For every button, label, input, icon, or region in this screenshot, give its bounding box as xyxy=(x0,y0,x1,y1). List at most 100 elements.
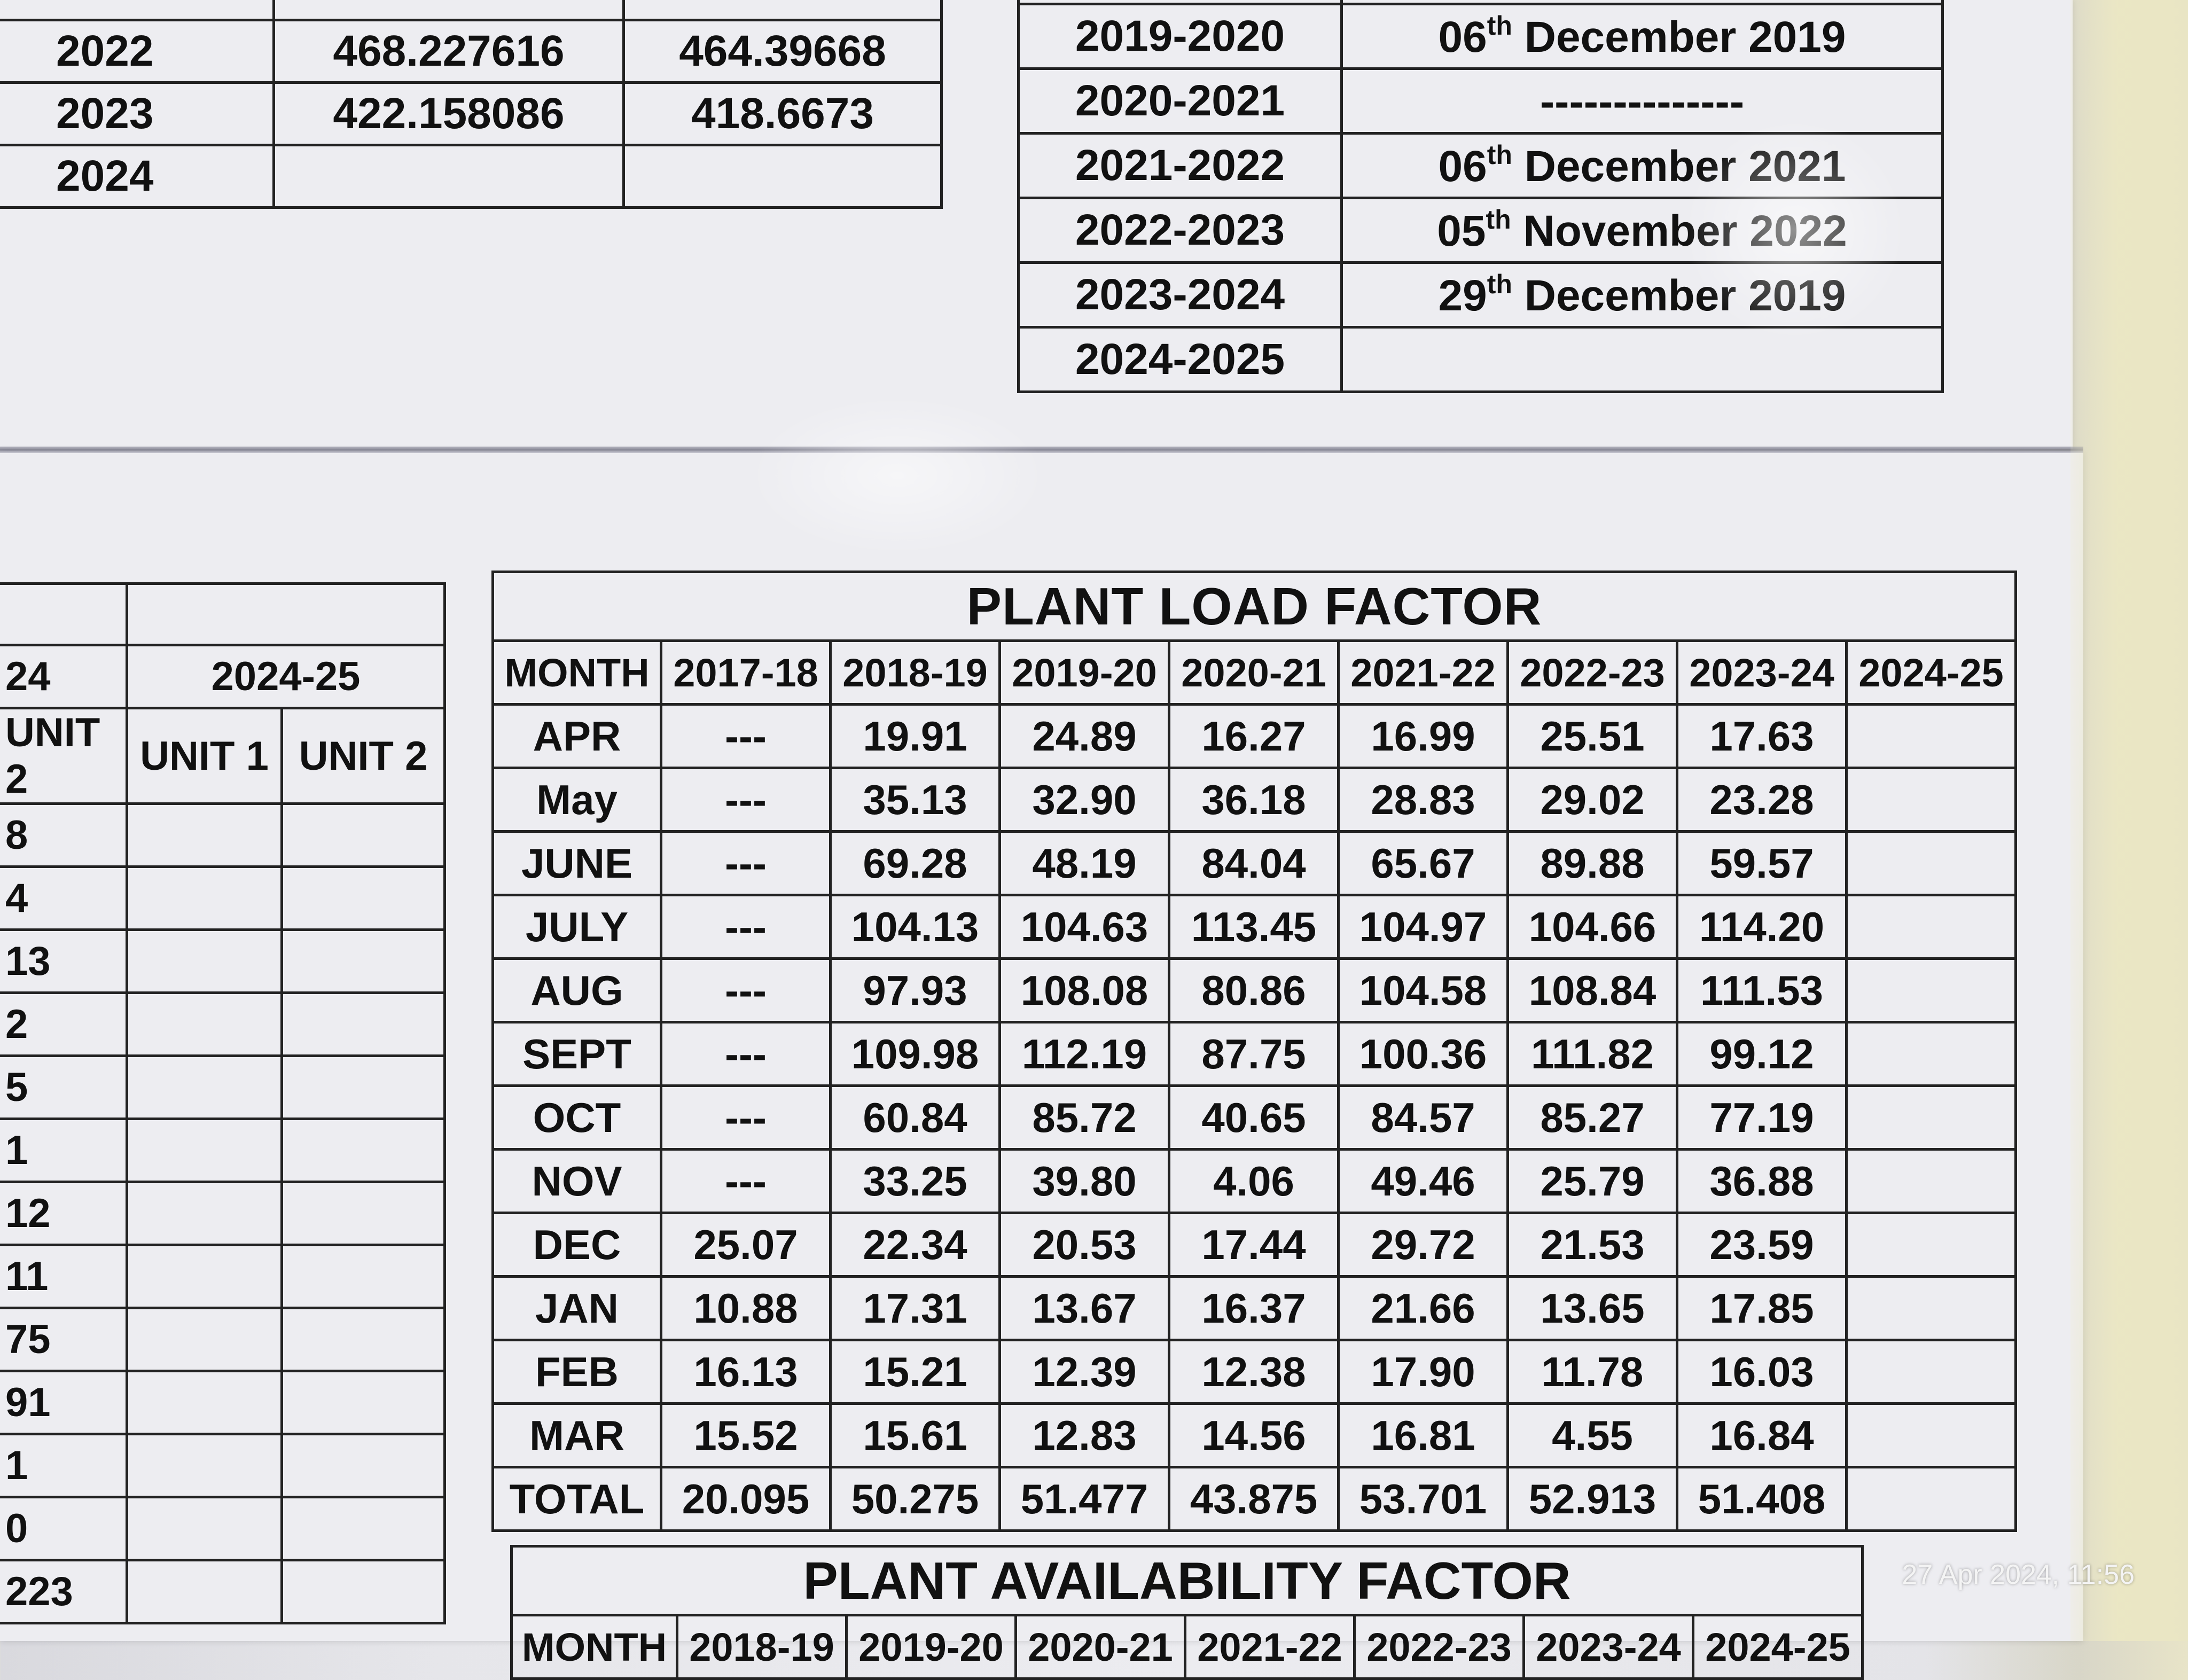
table-row: JULY --- 104.13 104.63 113.45 104.97 104.66 114… xyxy=(491,894,2017,960)
value-cell: 60.84 xyxy=(829,1084,1001,1151)
unit-header: UNIT 2 xyxy=(280,707,446,805)
column-header: 2022-23 xyxy=(1506,639,1678,706)
table-row: OCT --- 60.84 85.72 40.65 84.57 85.27 77.19 xyxy=(491,1084,2017,1151)
month-cell: JULY xyxy=(491,894,662,960)
value-cell: 13.67 xyxy=(998,1275,1170,1341)
value-cell xyxy=(1845,703,2017,769)
value-cell: 32.90 xyxy=(998,767,1170,833)
table-row: 13 xyxy=(0,928,446,994)
value-cell: 21.53 xyxy=(1506,1212,1678,1278)
column-header: 2017-18 xyxy=(660,639,832,706)
table-header-row: MONTH 2017-18 2018-19 2019-20 2020-21 2021-22… xyxy=(491,639,2017,706)
adhesive-tape xyxy=(2070,0,2188,1641)
date-day: 05 xyxy=(1437,207,1486,255)
table-row: 2022-2023 05th November 2022 xyxy=(1017,197,1944,264)
value-cell: 4.06 xyxy=(1168,1148,1340,1214)
year-header-right: 2024-25 xyxy=(126,644,446,709)
value-cell xyxy=(1845,1402,2017,1468)
value-cell xyxy=(1845,1021,2017,1087)
unit-value: 5 xyxy=(0,1054,128,1120)
value-cell: 109.98 xyxy=(829,1021,1001,1087)
value-cell xyxy=(1845,830,2017,896)
sheet-fold xyxy=(0,447,2083,453)
table-row: TOTAL 20.095 50.275 51.477 43.875 53.701 52.91… xyxy=(491,1466,2017,1532)
value-cell: 422.158086 xyxy=(272,81,625,146)
table-row: 2022 468.227616 464.39668 xyxy=(0,19,943,84)
table-header-row: MONTH 2018-19 2019-20 2020-21 2021-22 2022-23… xyxy=(510,1614,1864,1680)
value-cell: 15.21 xyxy=(829,1339,1001,1405)
date-day: 06 xyxy=(1438,142,1487,191)
value-cell xyxy=(622,144,943,209)
value-cell: 87.75 xyxy=(1168,1021,1340,1087)
value-cell: 21.66 xyxy=(1337,1275,1509,1341)
value-cell: 23.28 xyxy=(1676,767,1848,833)
value-cell: 25.07 xyxy=(660,1212,832,1278)
value-cell: 33.25 xyxy=(829,1148,1001,1214)
value-cell: 104.13 xyxy=(829,894,1001,960)
value-cell: 53.701 xyxy=(1337,1466,1509,1532)
period-cell: 2024-2025 xyxy=(1017,326,1343,393)
value-cell xyxy=(1845,767,2017,833)
table-row: JUNE --- 69.28 48.19 84.04 65.67 89.88 59.57 xyxy=(491,830,2017,896)
unit-value: 11 xyxy=(0,1244,128,1309)
value-cell xyxy=(1845,1466,2017,1532)
date-cell xyxy=(1340,326,1944,393)
table-row: SEPT --- 109.98 112.19 87.75 100.36 111.82 99.1… xyxy=(491,1021,2017,1087)
table-row: 2024 xyxy=(0,144,943,209)
date-rest: December 2019 xyxy=(1524,13,1846,61)
table-row: 5 xyxy=(0,1054,446,1120)
value-cell: 104.58 xyxy=(1337,957,1509,1023)
value-cell xyxy=(1845,957,2017,1023)
value-cell: 36.88 xyxy=(1676,1148,1848,1214)
value-cell: 23.59 xyxy=(1676,1212,1848,1278)
value-cell: 20.095 xyxy=(660,1466,832,1532)
value-cell: --- xyxy=(660,1148,832,1214)
column-header: 2018-19 xyxy=(829,639,1001,706)
value-cell: 28.83 xyxy=(1337,767,1509,833)
value-cell: 51.408 xyxy=(1676,1466,1848,1532)
value-cell: --- xyxy=(660,894,832,960)
column-header: 2019-20 xyxy=(845,1614,1017,1680)
table-row: FEB 16.13 15.21 12.39 12.38 17.90 11.78 16.03 xyxy=(491,1339,2017,1405)
month-cell: NOV xyxy=(491,1148,662,1214)
table-row: AUG --- 97.93 108.08 80.86 104.58 108.84 111.53 xyxy=(491,957,2017,1023)
value-cell: 65.67 xyxy=(1337,830,1509,896)
month-cell: JUNE xyxy=(491,830,662,896)
unit-value: 13 xyxy=(0,928,128,994)
value-cell: 85.72 xyxy=(998,1084,1170,1151)
month-cell: FEB xyxy=(491,1339,662,1405)
value-cell: 15.52 xyxy=(660,1402,832,1468)
month-cell: OCT xyxy=(491,1084,662,1151)
date-cell: 06th December 2021 xyxy=(1340,132,1944,199)
value-cell: 16.37 xyxy=(1168,1275,1340,1341)
value-cell: 16.84 xyxy=(1676,1402,1848,1468)
period-cell: 2019-2020 xyxy=(1017,3,1343,70)
unit-value: 1 xyxy=(0,1433,128,1498)
value-cell: --- xyxy=(660,767,832,833)
unit-value: 75 xyxy=(0,1307,128,1372)
period-cell: 2021-2022 xyxy=(1017,132,1343,199)
value-cell: 111.53 xyxy=(1676,957,1848,1023)
value-cell: 4.55 xyxy=(1506,1402,1678,1468)
table-row: DEC 25.07 22.34 20.53 17.44 29.72 21.53 23.59 xyxy=(491,1212,2017,1278)
value-cell: 29.72 xyxy=(1337,1212,1509,1278)
value-cell: 77.19 xyxy=(1676,1084,1848,1151)
month-cell: DEC xyxy=(491,1212,662,1278)
value-cell: 43.875 xyxy=(1168,1466,1340,1532)
value-cell: 17.31 xyxy=(829,1275,1001,1341)
month-cell: TOTAL xyxy=(491,1466,662,1532)
column-header: 2018-19 xyxy=(676,1614,848,1680)
date-cell: 06th December 2019 xyxy=(1340,3,1944,70)
unit-value: 0 xyxy=(0,1496,128,1561)
value-cell: 16.03 xyxy=(1676,1339,1848,1405)
value-cell: 100.36 xyxy=(1337,1021,1509,1087)
table-row: 2019-2020 06th December 2019 xyxy=(1017,3,1944,70)
column-header: MONTH xyxy=(491,639,662,706)
value-cell: 12.39 xyxy=(998,1339,1170,1405)
table-row: APR --- 19.91 24.89 16.27 16.99 25.51 17.63 xyxy=(491,703,2017,769)
value-cell: 85.27 xyxy=(1506,1084,1678,1151)
dates-table: 2019-2020 06th December 2019 2020-2021 -… xyxy=(1017,0,1944,393)
value-cell: 39.80 xyxy=(998,1148,1170,1214)
value-cell: 35.13 xyxy=(829,767,1001,833)
date-suffix: th xyxy=(1487,11,1512,41)
